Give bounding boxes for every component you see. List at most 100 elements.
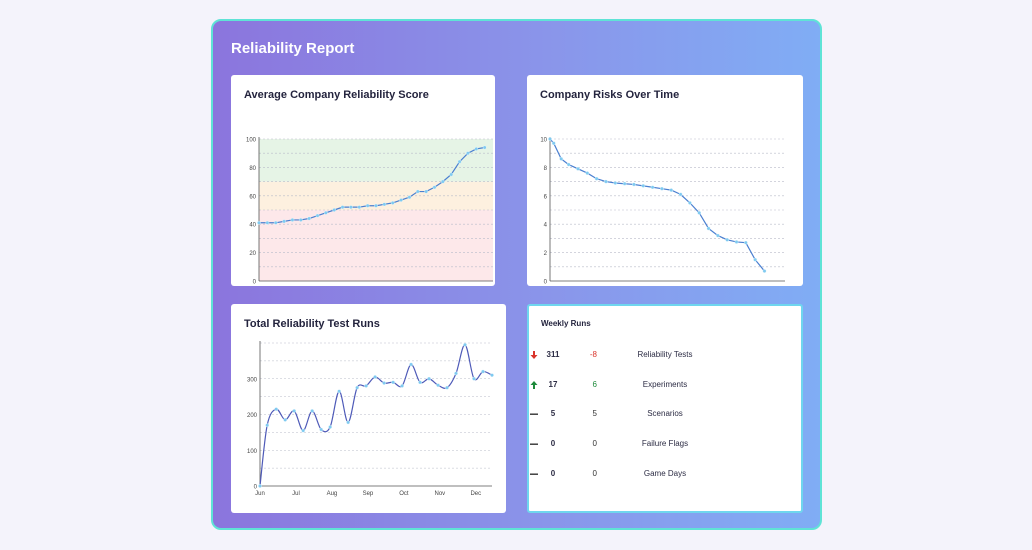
- data-point: [472, 376, 476, 381]
- data-point: [697, 210, 702, 215]
- y-tick-label: 0: [544, 280, 548, 286]
- reliability-score-chart: 020406080100JunJulAugSepOctNovDec: [246, 137, 493, 286]
- data-point: [265, 220, 270, 225]
- test-runs-title: Total Reliability Test Runs: [244, 318, 380, 330]
- data-point: [340, 205, 345, 210]
- data-point: [382, 202, 387, 207]
- data-point: [424, 189, 428, 194]
- data-point: [463, 342, 467, 347]
- data-point: [415, 189, 420, 194]
- x-tick-label: Aug: [327, 491, 338, 497]
- x-tick-label: Oct: [399, 491, 409, 497]
- data-point: [641, 184, 646, 188]
- y-tick-label: 4: [544, 223, 548, 229]
- x-tick-label: Jul: [292, 491, 300, 497]
- data-point: [292, 409, 297, 413]
- data-point: [283, 418, 288, 422]
- y-tick-label: 6: [544, 194, 548, 200]
- data-point: [355, 385, 359, 390]
- y-tick-label: 10: [540, 138, 547, 144]
- weekly-label: Experiments: [642, 380, 688, 389]
- data-point: [762, 269, 767, 273]
- data-point: [436, 383, 440, 388]
- y-tick-label: 60: [249, 194, 256, 200]
- dash-icon: [530, 413, 538, 415]
- weekly-count: 5: [550, 409, 556, 418]
- y-tick-label: 2: [544, 251, 548, 257]
- data-point: [349, 205, 353, 210]
- data-point: [566, 162, 571, 167]
- data-point: [474, 147, 479, 151]
- data-point: [273, 220, 278, 225]
- data-point: [364, 384, 368, 388]
- data-point: [332, 208, 337, 212]
- data-point: [324, 210, 328, 215]
- data-point: [622, 181, 627, 186]
- data-point: [551, 141, 556, 146]
- x-tick-label: Sep: [363, 491, 374, 497]
- data-point: [604, 179, 608, 184]
- x-tick-label: Dec: [470, 491, 481, 497]
- data-point: [290, 218, 295, 222]
- test-runs-chart: 0 100 200 300 Jun Jul Aug Sep Oct Nov Dec: [247, 341, 494, 497]
- data-point: [716, 233, 720, 238]
- weekly-row-scenarios: 5 5 Scenarios: [529, 409, 801, 423]
- data-point: [315, 213, 320, 218]
- data-point: [594, 176, 599, 181]
- weekly-row-game-days: 0 0 Game Days: [529, 469, 801, 483]
- series-line: [259, 146, 485, 224]
- data-point: [357, 205, 362, 210]
- series-line: [549, 138, 765, 272]
- data-point: [466, 151, 470, 156]
- score-band-0: [259, 210, 493, 281]
- company-risks-chart: 0246810JunJulAugSepOctNovDec: [540, 137, 785, 286]
- weekly-delta: 5: [592, 409, 597, 418]
- data-point: [382, 381, 386, 385]
- dash-icon: [530, 443, 538, 445]
- data-point: [307, 216, 311, 221]
- data-point: [400, 384, 404, 388]
- data-point: [265, 423, 270, 428]
- reliability-report-panel: Reliability Report Average Company Relia…: [211, 19, 822, 530]
- data-point: [301, 428, 306, 433]
- weekly-row-experiments: 17 6 Experiments: [529, 380, 801, 394]
- series-line: [259, 344, 493, 487]
- weekly-count: 311: [546, 350, 560, 359]
- data-point: [346, 420, 350, 425]
- data-point: [374, 203, 378, 208]
- data-point: [688, 201, 692, 205]
- arrow-up-icon: [530, 381, 538, 389]
- weekly-row-reliability-tests: 311 -8 Reliability Tests: [529, 350, 801, 364]
- data-point: [319, 427, 323, 432]
- data-point: [427, 376, 431, 381]
- weekly-count: 17: [548, 380, 558, 389]
- y-tick-label: 8: [544, 166, 548, 172]
- y-tick-label: 300: [247, 377, 258, 383]
- y-tick-label: 20: [249, 251, 256, 257]
- data-point: [678, 192, 683, 197]
- x-tick-label: Nov: [435, 491, 446, 497]
- data-point: [613, 181, 618, 185]
- data-point: [445, 385, 449, 390]
- weekly-delta: 0: [592, 469, 597, 478]
- data-point: [548, 137, 552, 141]
- weekly-label: Scenarios: [647, 409, 683, 418]
- data-point: [734, 240, 739, 244]
- reliability-score-card: Average Company Reliability Score 0 20 40 6…: [231, 75, 495, 286]
- y-tick-label: 100: [247, 449, 258, 455]
- data-point: [432, 185, 437, 190]
- y-tick-label: 40: [249, 223, 256, 229]
- data-point: [481, 369, 485, 374]
- data-point: [399, 198, 403, 202]
- company-risks-card: Company Risks Over Time 0246810JunJulAug…: [527, 75, 803, 286]
- data-point: [298, 218, 303, 222]
- data-point: [490, 373, 494, 378]
- report-title: Reliability Report: [231, 40, 355, 57]
- data-point: [328, 425, 332, 429]
- weekly-label: Reliability Tests: [637, 350, 693, 359]
- dash-icon: [530, 473, 538, 475]
- data-point: [457, 159, 462, 164]
- y-tick-label: 0: [254, 485, 258, 491]
- data-point: [753, 257, 758, 262]
- reliability-score-title: Average Company Reliability Score: [244, 89, 429, 101]
